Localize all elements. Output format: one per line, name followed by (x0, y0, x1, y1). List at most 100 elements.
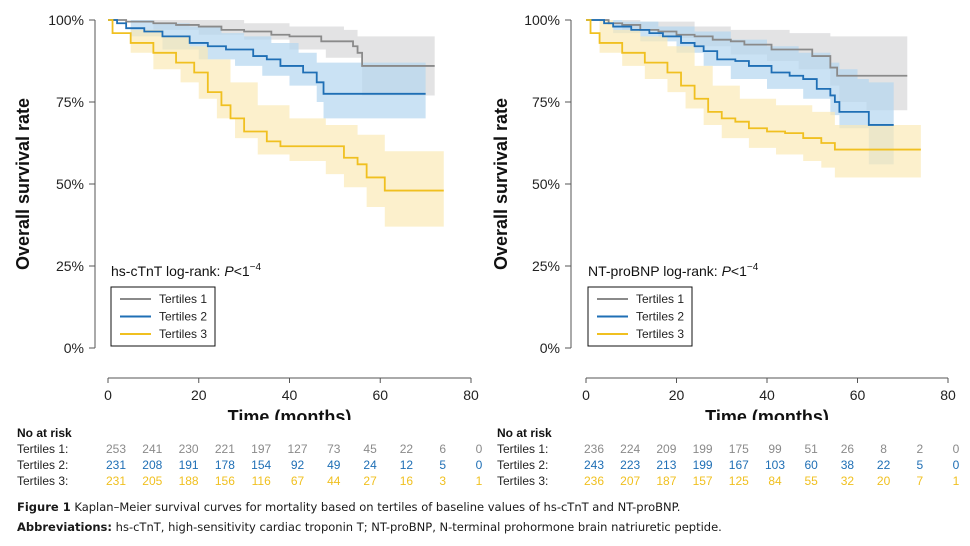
km-figure: 0% 25% 50% 75% 100% 0 20 40 60 80 Time (months) Ove… (13, 12, 956, 420)
x-tick-label: 60 (850, 387, 866, 403)
risk-count: 230 (178, 442, 199, 456)
y-tick-label: 0% (540, 340, 560, 356)
risk-count: 1 (475, 474, 483, 488)
y-tick-label: 0% (64, 340, 84, 356)
risk-count: 22 (399, 442, 414, 456)
x-axis-title: Time (months) (228, 407, 352, 420)
x-tick-label: 0 (104, 387, 112, 403)
legend-label-tertile-2: Tertiles 2 (159, 310, 207, 324)
risk-count: 213 (656, 458, 677, 472)
y-tick-label: 100% (48, 12, 84, 28)
risk-count: 22 (876, 458, 891, 472)
risk-count: 44 (327, 474, 341, 488)
risk-count: 188 (178, 474, 199, 488)
risk-row-tertile-1: Tertiles 1: 253 241 230 221 197 127 73 45 22 6 0 (17, 441, 487, 457)
risk-count: 5 (916, 458, 924, 472)
ci-band-tertile-1 (586, 20, 908, 111)
risk-count: 16 (399, 474, 414, 488)
y-tick-label: 75% (56, 94, 84, 110)
risk-count: 6 (439, 442, 447, 456)
risk-row-label: Tertiles 1: (497, 442, 549, 456)
risk-count: 231 (105, 474, 127, 488)
risk-count: 207 (620, 474, 641, 488)
risk-count: 157 (692, 474, 713, 488)
risk-count: 2 (916, 442, 924, 456)
risk-row-tertile-3: Tertiles 3: 236 207 187 157 125 84 55 32 20 7 1 (497, 473, 967, 489)
risk-count: 8 (880, 442, 887, 456)
risk-count: 0 (952, 458, 960, 472)
legend-label-tertile-1: Tertiles 1 (159, 292, 207, 306)
risk-count: 0 (475, 458, 483, 472)
logrank-annotation: NT-proBNP log-rank: P<1−4 (588, 262, 759, 279)
risk-count: 26 (840, 442, 855, 456)
logrank-annotation: hs-cTnT log-rank: P<1−4 (111, 262, 261, 279)
risk-count: 5 (439, 458, 447, 472)
y-tick-label: 75% (532, 94, 560, 110)
figure-text: Kaplan–Meier survival curves for mortali… (70, 500, 681, 514)
risk-row-tertile-1: Tertiles 1: 236 224 209 199 175 99 51 26 8 2 0 (497, 441, 967, 457)
risk-count: 0 (475, 442, 483, 456)
risk-count: 241 (142, 442, 163, 456)
risk-count: 67 (290, 474, 305, 488)
ci-band-tertile-1 (108, 20, 435, 96)
survival-line-tertile-2 (586, 19, 894, 126)
ci-band-tertile-3 (108, 20, 444, 227)
risk-count: 32 (840, 474, 855, 488)
risk-count: 221 (214, 442, 235, 456)
y-tick-label: 25% (56, 258, 84, 274)
x-tick-label: 40 (282, 387, 298, 403)
risk-count: 27 (363, 474, 377, 488)
risk-count: 243 (583, 458, 605, 472)
legend-label-tertile-2: Tertiles 2 (636, 310, 684, 324)
legend-label-tertile-3: Tertiles 3 (159, 327, 207, 341)
risk-count: 231 (105, 458, 127, 472)
risk-count: 49 (327, 458, 341, 472)
risk-count: 51 (804, 442, 818, 456)
risk-count: 125 (728, 474, 749, 488)
risk-count: 0 (952, 442, 960, 456)
ci-band-tertile-3 (586, 20, 921, 178)
survival-line-tertile-3 (586, 19, 921, 151)
risk-row-tertile-2: Tertiles 2: 243 223 213 199 167 103 60 38 22 5 0 (497, 457, 967, 473)
risk-table-header: No at risk (17, 426, 72, 440)
x-tick-label: 40 (759, 387, 775, 403)
risk-row-tertile-2: Tertiles 2: 231 208 191 178 154 92 49 24 12 5 0 (17, 457, 487, 473)
risk-count: 236 (583, 474, 605, 488)
risk-count: 84 (768, 474, 782, 488)
risk-count: 73 (327, 442, 341, 456)
risk-count: 1 (952, 474, 960, 488)
figure-caption: Figure 1 Kaplan–Meier survival curves fo… (17, 500, 680, 514)
figure-label: Figure 1 (17, 500, 71, 514)
y-tick-label: 50% (532, 176, 560, 192)
risk-count: 127 (287, 442, 308, 456)
risk-table-nt-probnp: No at risk Tertiles 1: 236 224 209 199 175 99 51… (497, 425, 967, 489)
risk-count: 116 (251, 474, 271, 488)
risk-count: 191 (178, 458, 199, 472)
risk-count: 60 (804, 458, 818, 472)
y-tick-label: 50% (56, 176, 84, 192)
risk-count: 178 (214, 458, 235, 472)
risk-count: 253 (105, 442, 127, 456)
risk-count: 20 (876, 474, 891, 488)
abbreviations-text: hs-cTnT, high-sensitivity cardiac tropon… (112, 520, 722, 534)
x-tick-label: 80 (463, 387, 479, 403)
y-tick-label: 100% (524, 12, 560, 28)
risk-count: 209 (656, 442, 677, 456)
panel-nt-probnp: 0% 25% 50% 75% 100% 0 20 40 60 80 Time (months) Ove… (491, 12, 956, 420)
risk-count: 45 (363, 442, 377, 456)
risk-count: 175 (728, 442, 749, 456)
risk-count: 3 (439, 474, 447, 488)
panel-hs-ctnt: 0% 25% 50% 75% 100% 0 20 40 60 80 Time (months) Ove… (13, 12, 479, 420)
risk-count: 92 (290, 458, 305, 472)
survival-line-tertile-3 (108, 19, 444, 192)
legend: Tertiles 1 Tertiles 2 Tertiles 3 (587, 286, 693, 347)
risk-table-hs-ctnt: No at risk Tertiles 1: 253 241 230 221 197 127 7… (17, 425, 487, 489)
survival-line-tertile-1 (108, 19, 435, 67)
risk-count: 236 (583, 442, 605, 456)
risk-count: 156 (214, 474, 235, 488)
risk-count: 205 (142, 474, 163, 488)
risk-count: 224 (620, 442, 641, 456)
risk-count: 38 (840, 458, 855, 472)
risk-count: 187 (656, 474, 677, 488)
risk-row-label: Tertiles 2: (497, 458, 549, 472)
